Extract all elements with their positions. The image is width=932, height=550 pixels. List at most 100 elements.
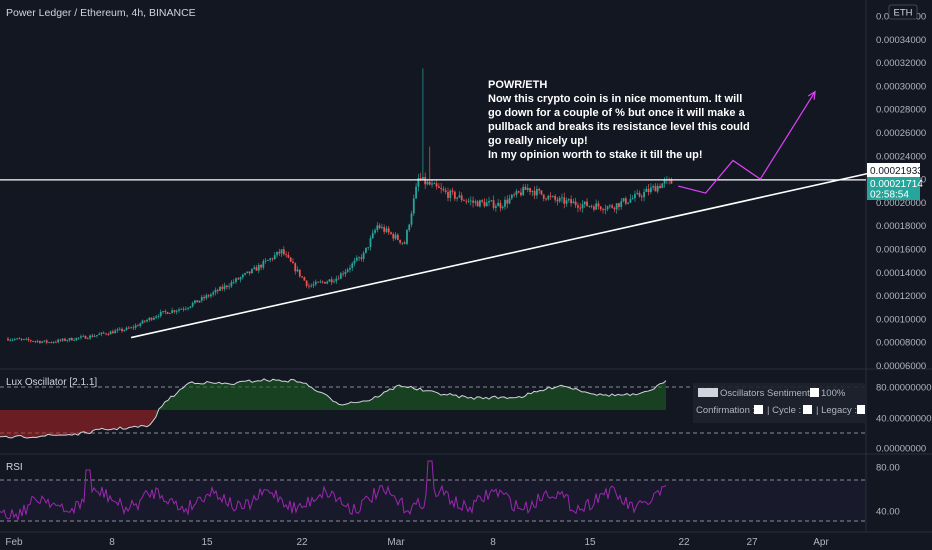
candle-body — [592, 206, 595, 210]
candle-body — [342, 273, 345, 275]
candle-body — [219, 286, 221, 291]
candle-body — [189, 306, 192, 308]
candle-body — [36, 341, 39, 342]
price-tick-label: 0.00018000 — [876, 221, 926, 232]
candle-body — [13, 339, 16, 340]
candle-body — [330, 279, 333, 283]
candle-body — [360, 257, 363, 259]
candle-body — [636, 192, 639, 194]
candle-body — [536, 188, 538, 196]
candle-body — [116, 329, 119, 331]
time-axis[interactable]: Feb 8 15 22 Mar 8 15 22 27 Apr — [5, 537, 829, 548]
lux-tick-label: 40.00000000 — [876, 414, 931, 425]
candle-body — [654, 186, 657, 192]
candle-body — [121, 328, 123, 331]
candle-body — [114, 330, 117, 334]
rsi-pane[interactable] — [0, 460, 866, 522]
lux-logo — [698, 388, 718, 397]
candle-body — [499, 202, 502, 208]
candle-body — [385, 228, 388, 232]
price-axis[interactable]: 0.000360000.000340000.000320000.00030000… — [876, 12, 931, 518]
rsi-band — [0, 480, 866, 521]
candle-body — [317, 281, 319, 283]
candle-body — [16, 338, 19, 340]
candle-body — [547, 195, 550, 200]
candle-body — [551, 196, 554, 197]
candle-body — [230, 282, 233, 287]
candle-body — [264, 260, 267, 262]
annotation-line: go down for a couple of % but once it wi… — [488, 107, 746, 119]
candle-body — [554, 196, 557, 200]
candle-body — [463, 200, 465, 201]
candle-body — [134, 325, 137, 328]
candle-body — [225, 285, 228, 288]
cycle-label: | Cycle : — [767, 405, 801, 416]
time-tick-label: 22 — [296, 537, 308, 548]
candle-body — [191, 303, 194, 307]
candle-body — [549, 195, 552, 197]
candle-body — [538, 188, 541, 191]
currency-badge-box[interactable] — [888, 4, 918, 20]
candle-body — [640, 196, 643, 198]
candle-body — [570, 199, 573, 204]
lux-title: Lux Oscillator [2.1.1] — [6, 377, 97, 388]
candle-body — [294, 263, 297, 272]
candle-body — [25, 338, 28, 340]
candle-body — [606, 206, 609, 210]
candle-body — [362, 252, 365, 259]
annotation-line: pullback and breaks its resistance level… — [488, 121, 750, 133]
symbol-title: Power Ledger / Ethereum, 4h, BINANCE — [6, 7, 196, 19]
candle-body — [522, 186, 525, 196]
candle-body — [255, 267, 258, 271]
candle-body — [280, 249, 283, 254]
candle-body — [91, 335, 94, 337]
candle-body — [296, 269, 299, 272]
candle-body — [54, 342, 57, 343]
candle-body — [333, 281, 335, 283]
candle-body — [248, 271, 251, 274]
annotation-note[interactable]: POWR/ETH Now this crypto coin is in nice… — [488, 79, 750, 161]
candle-body — [615, 203, 618, 210]
candle-body — [490, 200, 493, 202]
candle-body — [613, 207, 616, 210]
candle-body — [577, 205, 579, 208]
candle-body — [18, 338, 21, 340]
candle-body — [472, 200, 474, 203]
last-price-label: 0.00021714 — [870, 179, 923, 190]
time-tick-label: 8 — [490, 537, 496, 548]
candle-body — [194, 300, 196, 304]
candle-body — [415, 186, 417, 199]
candle-body — [394, 234, 397, 239]
candle-body — [159, 311, 162, 317]
candle-body — [164, 311, 167, 313]
candle-body — [269, 258, 272, 261]
candle-body — [510, 194, 513, 199]
candle-body — [228, 286, 231, 288]
candle-body — [20, 338, 23, 340]
projection-path — [678, 91, 816, 194]
candle-body — [611, 205, 614, 208]
candle-body — [80, 336, 82, 338]
time-tick-label: Feb — [5, 537, 23, 548]
candle-body — [422, 177, 424, 180]
lux-oscillator-pane[interactable] — [0, 378, 866, 439]
candle-body — [235, 278, 237, 282]
candle-body — [481, 200, 484, 202]
legacy-label: | Legacy : — [816, 405, 857, 416]
candle-body — [561, 197, 563, 199]
candle-body — [207, 295, 210, 297]
legacy-check-icon — [857, 405, 865, 414]
candle-body — [105, 333, 107, 335]
candle-body — [579, 207, 582, 209]
candle-body — [344, 271, 347, 275]
candle-body — [453, 191, 456, 199]
candle-body — [520, 192, 522, 196]
candle-body — [86, 338, 89, 340]
candle-body — [335, 278, 338, 282]
lux-oscillator-line — [0, 378, 667, 439]
candle-body — [417, 177, 420, 187]
last-price-label-box — [867, 177, 920, 200]
candle-body — [232, 281, 235, 283]
candle-body — [212, 292, 215, 295]
